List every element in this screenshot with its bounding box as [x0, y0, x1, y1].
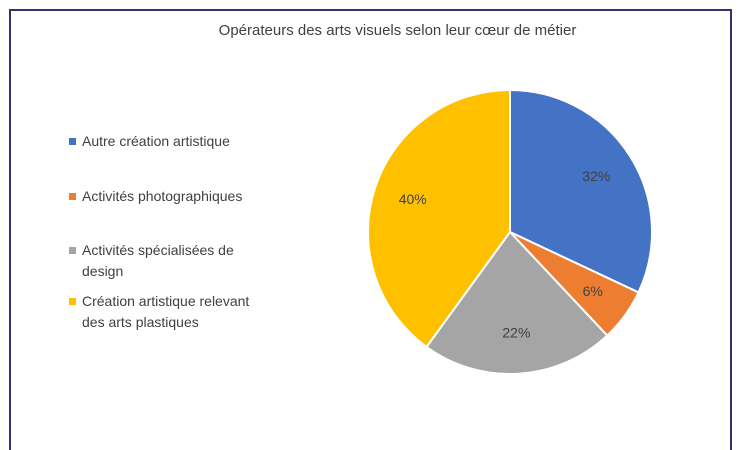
legend-swatch: [69, 138, 76, 145]
legend-label: Création artistique relevant des arts pl…: [82, 293, 250, 330]
data-label: 22%: [502, 325, 530, 341]
legend-item: Activités spécialisées de design: [69, 240, 269, 282]
legend-item: Autre création artistique: [69, 131, 269, 152]
pie-slice: [367, 88, 511, 349]
chart-title: Opérateurs des arts visuels selon leur c…: [218, 22, 577, 39]
pie-slice: [509, 88, 653, 294]
legend-item: Activités photographiques: [69, 186, 269, 207]
legend-swatch: [69, 193, 76, 200]
pie-slice: [425, 230, 609, 375]
data-label: 6%: [583, 283, 603, 299]
legend-label: Activités photographiques: [82, 188, 243, 204]
legend-label: Autre création artistique: [82, 133, 230, 149]
legend-swatch: [69, 298, 76, 305]
chart-frame: [9, 9, 732, 450]
legend-item: Création artistique relevant des arts pl…: [69, 291, 269, 333]
legend-swatch: [69, 247, 76, 254]
legend-label: Activités spécialisées de design: [82, 242, 234, 279]
data-label: 32%: [582, 168, 610, 184]
data-label: 40%: [399, 191, 427, 207]
